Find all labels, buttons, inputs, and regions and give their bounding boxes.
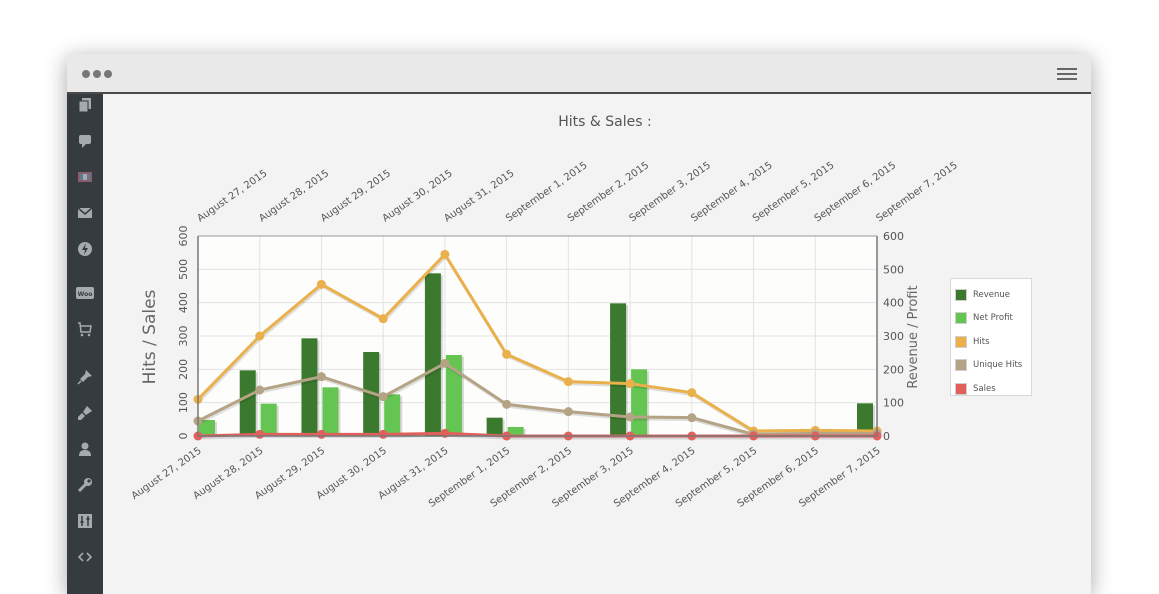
sliders-icon[interactable] (76, 512, 94, 530)
y-axis-left-label: Hits / Sales (140, 289, 160, 384)
y-tick-label-right: 300 (883, 330, 904, 343)
pin-icon[interactable] (76, 368, 94, 386)
bar-revenue (239, 370, 256, 436)
point-unique-hits (563, 407, 573, 417)
cart-icon[interactable] (76, 320, 94, 338)
y-tick-label-right: 0 (883, 430, 890, 443)
y-tick-label-left: 400 (177, 292, 190, 313)
point-sales (378, 429, 388, 439)
legend-label: Net Profit (973, 313, 1013, 324)
point-hits (378, 314, 388, 324)
chart-title: Hits & Sales : (558, 114, 651, 130)
three-dots-icon[interactable] (82, 70, 112, 78)
point-unique-hits (255, 385, 265, 395)
bar-net-profit (507, 427, 524, 436)
y-tick-label-left: 200 (177, 359, 190, 380)
window-titlebar (67, 54, 1091, 94)
legend-label: Revenue (973, 289, 1011, 300)
point-hits (316, 279, 326, 289)
mail-icon[interactable] (76, 204, 94, 222)
bar-revenue (424, 273, 441, 436)
lightning-icon[interactable] (76, 240, 94, 258)
legend-item-sales[interactable]: Sales (955, 377, 1031, 401)
point-hits (687, 388, 697, 398)
y-tick-label-right: 500 (883, 263, 904, 276)
legend-label: Sales (973, 383, 996, 394)
point-hits (625, 379, 635, 389)
legend-swatch (955, 335, 967, 348)
point-unique-hits (378, 392, 388, 402)
bar-revenue (610, 303, 627, 436)
bar-revenue (486, 417, 503, 436)
y-tick-label-left: 300 (177, 326, 190, 347)
bar-net-profit (384, 394, 401, 436)
legend-item-revenue[interactable]: Revenue (955, 283, 1031, 307)
bar-net-profit (631, 369, 648, 436)
bar-net-profit (260, 403, 277, 436)
woo-label: Woo (78, 291, 93, 298)
y-axis-right-label: Revenue / Profit (906, 285, 921, 388)
brush-icon[interactable] (76, 404, 94, 422)
y-tick-label-right: 200 (883, 363, 904, 376)
code-icon[interactable] (76, 548, 94, 566)
hits-sales-chart: Hits & Sales : 0 0 100 100 200 200 300 300 400 40… (130, 114, 960, 510)
bar-revenue (301, 338, 318, 436)
y-tick-label-right: 100 (883, 397, 904, 410)
y-tick-label-left: 600 (177, 226, 190, 247)
series-line-hits (196, 251, 878, 433)
point-hits (255, 331, 265, 341)
y-tick-label-left: 100 (177, 392, 190, 413)
y-tick-label-right: 600 (883, 230, 904, 243)
point-hits (563, 377, 573, 387)
comments-icon[interactable] (76, 132, 94, 150)
bar-net-profit (322, 387, 339, 436)
legend-label: Unique Hits (973, 360, 1023, 371)
point-unique-hits (687, 413, 697, 423)
point-unique-hits (625, 412, 635, 422)
wrench-icon[interactable] (76, 476, 94, 494)
woo-icon[interactable]: Woo (76, 284, 94, 302)
point-unique-hits (316, 372, 326, 382)
legend-swatch (955, 382, 967, 395)
point-hits (440, 249, 450, 259)
legend-swatch (955, 288, 967, 301)
browser-window: Woo Hits & Sales : 0 0 100 (67, 54, 1091, 594)
y-tick-label-right: 400 (883, 297, 904, 310)
chart-legend: Revenue Net Profit Hits Unique Hits Sale… (950, 278, 1032, 396)
point-sales (255, 429, 265, 439)
series-line-unique-hits (197, 361, 878, 436)
media-icon[interactable] (76, 168, 94, 186)
legend-item-net-profit[interactable]: Net Profit (955, 307, 1031, 331)
legend-swatch (955, 312, 967, 325)
point-sales (316, 429, 326, 439)
hamburger-menu-icon[interactable] (1057, 68, 1077, 81)
legend-label: Hits (973, 336, 990, 347)
bar-net-profit (199, 420, 215, 436)
admin-sidebar: Woo (67, 94, 103, 594)
legend-swatch (955, 359, 967, 372)
point-unique-hits (440, 358, 450, 368)
bar-net-profit (445, 355, 462, 436)
legend-item-unique-hits[interactable]: Unique Hits (955, 354, 1031, 378)
y-tick-label-left: 500 (177, 259, 190, 280)
bar-revenue (857, 403, 873, 436)
point-hits (502, 349, 512, 359)
dashboard-content: Hits & Sales : 0 0 100 100 200 200 300 300 400 40… (103, 94, 1091, 594)
y-tick-label-left: 0 (177, 433, 190, 440)
legend-item-hits[interactable]: Hits (955, 330, 1031, 354)
pages-icon[interactable] (76, 96, 94, 114)
point-unique-hits (502, 399, 512, 409)
user-icon[interactable] (76, 440, 94, 458)
